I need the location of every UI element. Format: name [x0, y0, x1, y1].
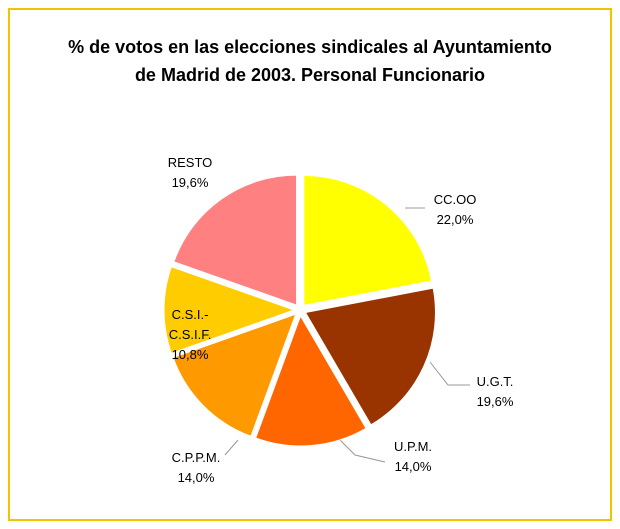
pie-slice — [173, 174, 298, 306]
chart-title: % de votos en las elecciones sindicales … — [68, 37, 552, 85]
leader-line — [429, 361, 470, 386]
pie-slice — [304, 287, 436, 426]
value-label: 22,0% — [436, 212, 474, 227]
category-label: U.P.M. — [393, 439, 433, 454]
category-label: RESTO — [167, 155, 213, 170]
value-label: 19,6% — [171, 175, 209, 190]
slice-label: U.G.T. 19,6% — [477, 372, 514, 412]
value-label: 14,0% — [394, 459, 432, 474]
leader-lines — [224, 207, 470, 463]
slice-label: CC.OO 22,0% — [434, 190, 477, 230]
pie-slice — [163, 266, 296, 354]
slice-label: U.P.M. 14,0% — [394, 437, 432, 477]
value-label: 19,6% — [476, 394, 514, 409]
category-label: C.P.P.M. — [171, 450, 221, 465]
category-label: C.S.I.-C.S.I.F. — [168, 307, 212, 342]
slice-label: RESTO 19,6% — [168, 153, 213, 193]
slice-label: C.P.P.M. 14,0% — [172, 448, 221, 488]
pie-slice — [172, 313, 297, 437]
category-label: CC.OO — [433, 192, 477, 207]
pie-slice — [255, 314, 367, 447]
leader-line — [339, 439, 386, 463]
value-label: 10,8% — [171, 347, 209, 362]
leader-line — [224, 439, 239, 456]
value-label: 14,0% — [177, 470, 215, 485]
category-label: U.G.T. — [476, 374, 514, 389]
slice-label: C.S.I.-C.S.I.F. 10,8% — [155, 305, 225, 365]
pie-slice — [303, 174, 433, 306]
chart-frame — [8, 8, 612, 521]
